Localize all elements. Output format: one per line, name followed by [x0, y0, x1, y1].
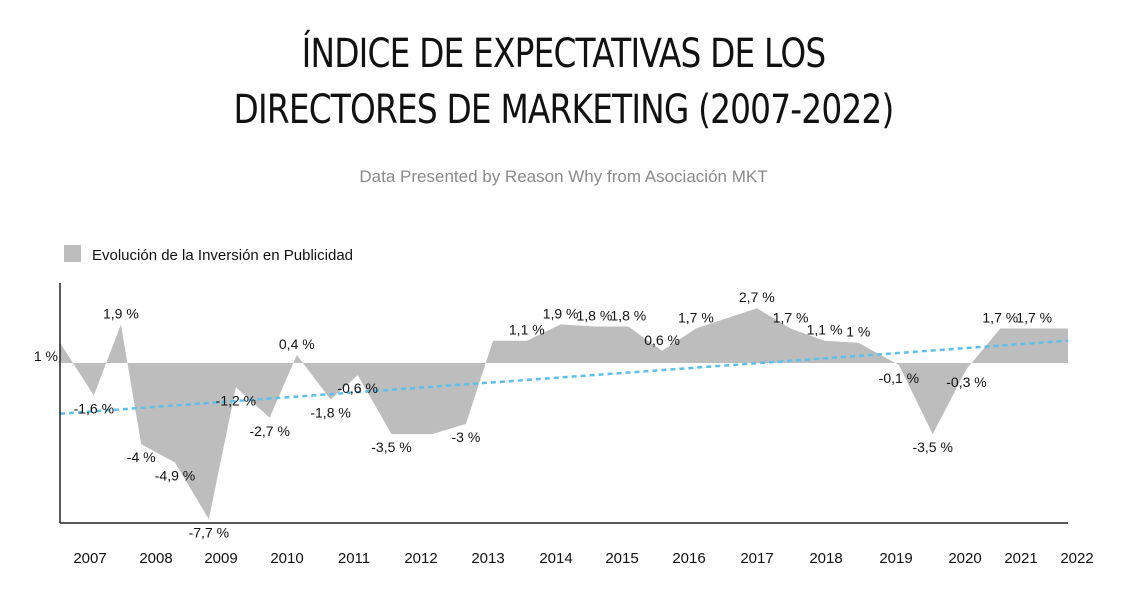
data-label-23: 1,1 % [807, 322, 843, 338]
x-tick-2021: 2021 [1004, 550, 1037, 567]
x-tick-2013: 2013 [471, 550, 504, 567]
x-tick-2007: 2007 [73, 550, 106, 567]
data-label-25: -0,1 % [879, 370, 919, 386]
data-label-28: 1,7 % [982, 310, 1018, 326]
data-label-24: 1 % [846, 324, 870, 340]
chart-title-line-2: DIRECTORES DE MARKETING (2007-2022) [233, 87, 895, 133]
data-label-10: -0,6 % [337, 380, 377, 396]
data-label-5: -7,7 % [189, 524, 229, 540]
data-label-22: 1,7 % [773, 310, 809, 326]
x-tick-2009: 2009 [204, 550, 237, 567]
x-tick-2016: 2016 [672, 550, 705, 567]
data-label-9: -1,8 % [310, 405, 350, 421]
chart-title: ÍNDICE DE EXPECTATIVAS DE LOS DIRECTORES… [101, 26, 1025, 138]
trend-line [59, 339, 1069, 415]
x-tick-2014: 2014 [539, 550, 572, 567]
chart-title-line-1: ÍNDICE DE EXPECTATIVAS DE LOS [301, 31, 827, 77]
x-tick-2008: 2008 [139, 550, 172, 567]
x-tick-2020: 2020 [948, 550, 981, 567]
data-label-3: -4 % [127, 449, 156, 465]
data-label-21: 2,7 % [739, 289, 775, 305]
x-tick-2010: 2010 [270, 550, 303, 567]
data-label-2: 1,9 % [103, 305, 139, 321]
data-label-13: -3 % [452, 429, 481, 445]
data-label-11: -3,5 % [371, 439, 411, 455]
x-tick-2018: 2018 [809, 550, 842, 567]
x-tick-2019: 2019 [879, 550, 912, 567]
data-label-7: -2,7 % [249, 423, 289, 439]
data-label-6: -1,2 % [216, 392, 256, 408]
data-label-4: -4,9 % [155, 468, 195, 484]
data-label-29: 1,7 % [1016, 310, 1052, 326]
chart-subtitle: Data Presented by Reason Why from Asocia… [359, 167, 768, 186]
data-label-18: 1,8 % [610, 308, 646, 324]
legend-swatch [64, 245, 81, 262]
data-label-15: 1,1 % [509, 322, 545, 338]
data-label-26: -3,5 % [912, 439, 952, 455]
legend: Evolución de la Inversión en Publicidad [64, 245, 353, 264]
data-label-16: 1,9 % [543, 305, 579, 321]
data-label-17: 1,8 % [576, 308, 612, 324]
legend-label: Evolución de la Inversión en Publicidad [92, 247, 353, 264]
data-label-0: 1 % [34, 348, 58, 364]
data-label-19: 0,6 % [644, 332, 680, 348]
x-tick-2012: 2012 [404, 550, 437, 567]
data-label-1: -1,6 % [74, 401, 114, 417]
x-tick-2011: 2011 [338, 550, 370, 567]
data-label-8: 0,4 % [279, 336, 315, 352]
x-tick-2022: 2022 [1060, 550, 1093, 567]
data-label-20: 1,7 % [678, 310, 714, 326]
data-label-27: -0,3 % [946, 374, 986, 390]
area-series [60, 308, 1068, 520]
x-tick-2017: 2017 [740, 550, 773, 567]
x-tick-2015: 2015 [605, 550, 638, 567]
